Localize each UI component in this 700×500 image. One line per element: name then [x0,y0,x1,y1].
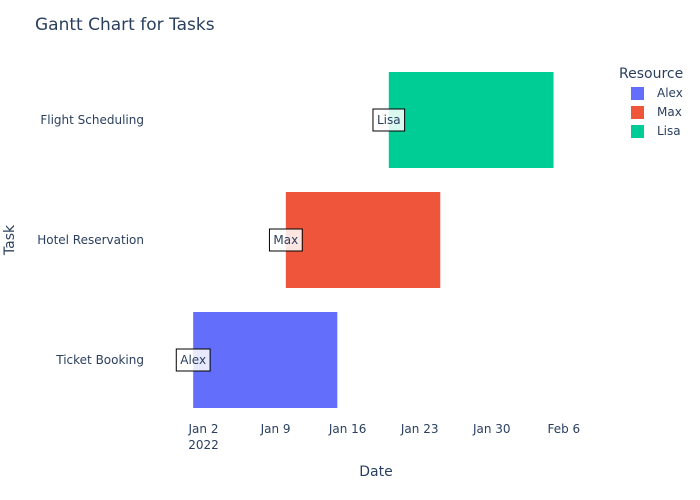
annotation-lisa: Lisa [372,108,406,132]
gantt-bar-ticket-booking [193,312,338,408]
x-tick-sublabel: 2022 [188,438,219,452]
chart-title: Gantt Chart for Tasks [35,15,215,35]
annotation-box [372,108,406,132]
legend-title: Resource [619,66,683,82]
annotation-box [268,228,303,252]
gantt-bar-hotel-reservation [285,192,441,288]
x-tick-label: Jan 9 [260,422,291,436]
x-axis-title: Date [359,464,392,480]
legend-swatch-lisa[interactable] [631,125,644,138]
y-tick-label: Ticket Booking [55,353,144,367]
legend-swatch-alex[interactable] [631,87,644,100]
bars-layer [193,72,554,408]
y-tick-label: Flight Scheduling [40,113,144,127]
x-tick-label: Feb 6 [547,422,580,436]
legend: Resource Alex Max Lisa [619,66,683,138]
annotation-alex: Alex [175,348,211,372]
legend-label-alex[interactable]: Alex [657,86,683,100]
x-tick-label: Jan 16 [328,422,367,436]
x-tick-label: Jan 2 [188,422,219,436]
annotation-max: Max [268,228,303,252]
annotation-box [175,348,211,372]
y-tick-labels: Ticket Booking Hotel Reservation Flight Sc… [37,113,144,367]
annotation-label: Lisa [377,113,401,127]
x-tick-label: Jan 23 [400,422,439,436]
gantt-bar-flight-scheduling [388,72,554,168]
y-tick-label: Hotel Reservation [37,233,144,247]
legend-swatch-max[interactable] [631,106,644,119]
y-axis-title: Task [2,224,18,256]
x-tick-labels: Jan 2 2022 Jan 9 Jan 16 Jan 23 Jan 30 Feb 6 [188,422,581,452]
legend-label-lisa[interactable]: Lisa [657,124,681,138]
x-tick-label: Jan 30 [472,422,511,436]
legend-label-max[interactable]: Max [657,105,682,119]
annotations-layer: Alex Max Lisa [175,108,406,372]
annotation-label: Max [273,233,298,247]
annotation-label: Alex [180,353,206,367]
